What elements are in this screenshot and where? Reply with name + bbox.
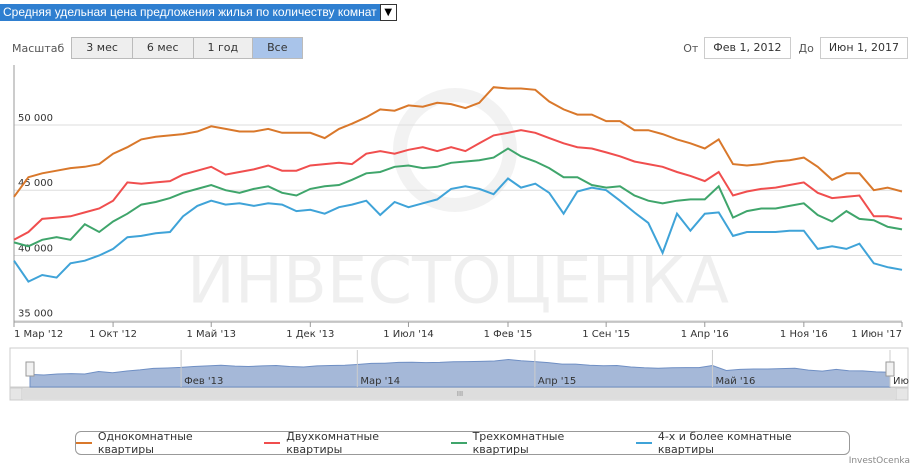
legend: Однокомнатные квартиры Двухкомнатные квар… (75, 430, 850, 456)
legend-swatch (636, 442, 652, 444)
legend-label: Трехкомнатные квартиры (472, 430, 565, 456)
x-tick-label: 1 Окт '12 (89, 329, 137, 340)
series-line (13, 86, 903, 198)
x-tick-label: 1 Апр '16 (681, 329, 729, 340)
y-tick-label: 50 000 (18, 113, 53, 124)
zoom-bar: Масштаб 3 мес 6 мес 1 год Все (12, 37, 303, 59)
y-tick-label: 40 000 (18, 243, 53, 254)
x-tick-label: 1 Июл '14 (383, 329, 433, 340)
to-input[interactable]: Июн 1, 2017 (819, 37, 908, 59)
legend-label: Однокомнатные квартиры (97, 430, 193, 456)
watermark: ИНВЕСТОЦЕНКА (187, 245, 729, 319)
x-tick-label: 1 Сен '15 (582, 329, 630, 340)
credit: InvestOcenka (848, 456, 910, 466)
x-tick-label: 1 Фев '15 (484, 329, 533, 340)
series-line (13, 147, 903, 248)
x-tick-label: 1 Ноя '16 (780, 329, 828, 340)
scroll-thumb[interactable] (22, 389, 896, 399)
navigator-label: Фев '13 (184, 376, 223, 387)
legend-item[interactable]: Двухкомнатные квартиры (264, 430, 436, 456)
y-tick-label: 35 000 (18, 309, 53, 320)
scroll-left[interactable] (9, 387, 23, 401)
chart: ИНВЕСТОЦЕНКА III 35 000 40 000 45 000 50 00… (9, 65, 909, 401)
navigator-area (29, 358, 891, 388)
x-tick-label: 1 Май '13 (187, 329, 236, 340)
from-input[interactable]: Фев 1, 2012 (704, 37, 791, 59)
navigator-handle[interactable] (885, 361, 895, 377)
legend-swatch (76, 442, 92, 444)
dropdown-arrow[interactable]: ▼ (379, 4, 397, 21)
navigator-label: Апр '15 (538, 376, 576, 387)
scroll-right[interactable] (895, 387, 909, 401)
zoom-button[interactable]: 3 мес (71, 37, 133, 59)
x-tick-label: 1 Дек '13 (286, 329, 334, 340)
legend-item[interactable]: Однокомнатные квартиры (76, 430, 250, 456)
series-line (13, 129, 903, 241)
y-tick-label: 45 000 (18, 178, 53, 189)
legend-swatch (264, 442, 281, 444)
selector[interactable]: Средняя удельная цена предложения жилья … (0, 4, 397, 21)
navigator-label: Ию (893, 376, 909, 387)
x-tick-label: 1 Июн '17 (851, 329, 902, 340)
navigator-label: Мар '14 (360, 376, 400, 387)
navigator-label: Май '16 (715, 376, 755, 387)
legend-label: 4-х и более комнатные квартиры (657, 430, 792, 456)
scroll-grip: III (457, 390, 463, 398)
legend-swatch (450, 442, 467, 444)
zoom-button[interactable]: Все (252, 37, 303, 59)
range: От Фев 1, 2012 До Июн 1, 2017 (683, 37, 908, 59)
legend-item[interactable]: 4-х и более комнатные квартиры (636, 430, 849, 456)
from-label: От (683, 41, 699, 55)
legend-label: Двухкомнатные квартиры (286, 430, 379, 456)
legend-item[interactable]: Трехкомнатные квартиры (450, 430, 622, 456)
x-tick-label: 1 Мар '12 (14, 329, 63, 340)
zoom-label: Масштаб (12, 41, 65, 55)
selector-label[interactable]: Средняя удельная цена предложения жилья … (0, 4, 380, 21)
to-label: До (798, 41, 814, 55)
navigator-handle[interactable] (25, 361, 35, 377)
series-line (13, 177, 903, 283)
